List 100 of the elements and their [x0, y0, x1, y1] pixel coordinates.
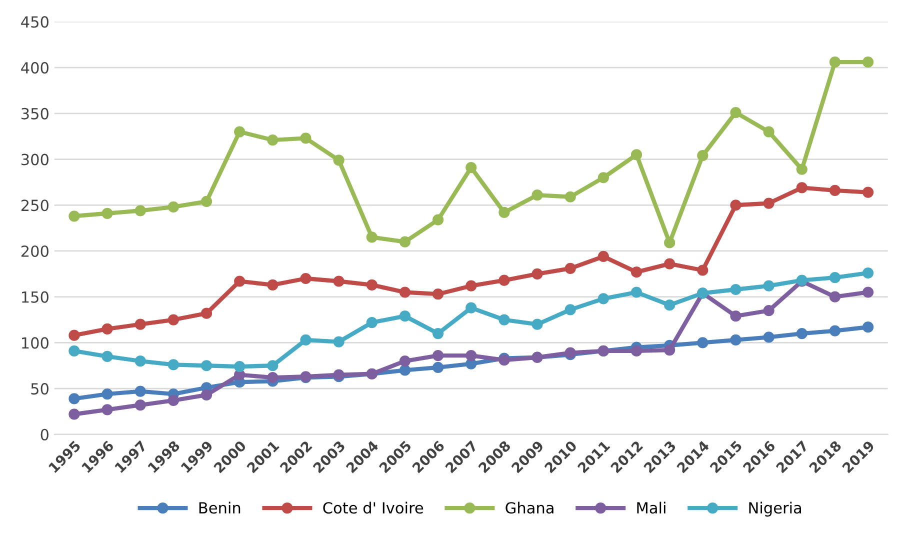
point — [829, 56, 841, 68]
point — [829, 291, 841, 302]
point — [697, 264, 708, 276]
point — [102, 350, 113, 362]
point — [399, 310, 411, 322]
point — [200, 389, 212, 401]
point — [267, 372, 278, 384]
point — [134, 386, 146, 397]
point — [68, 330, 80, 341]
point — [102, 323, 113, 334]
point — [102, 388, 113, 400]
point — [630, 149, 642, 160]
point — [630, 345, 642, 357]
point — [730, 106, 742, 118]
point — [168, 201, 179, 213]
point — [763, 126, 774, 138]
y-tick-label: 100 — [22, 337, 48, 349]
point — [466, 162, 477, 174]
point — [234, 126, 246, 138]
point — [200, 196, 212, 208]
point — [466, 350, 477, 362]
point — [333, 154, 344, 166]
legend-label: Ghana — [506, 502, 554, 514]
y-tick-label: 450 — [21, 16, 48, 28]
point — [598, 172, 609, 184]
legend-label: Mali — [637, 502, 666, 514]
point — [366, 316, 378, 328]
point — [598, 293, 609, 304]
point — [432, 328, 444, 340]
point — [664, 300, 676, 311]
point — [829, 325, 841, 336]
point — [697, 150, 708, 162]
legend-label: Nigeria — [749, 502, 802, 517]
point — [498, 206, 510, 218]
point — [68, 393, 80, 404]
point — [498, 274, 510, 286]
point — [598, 250, 609, 262]
point — [267, 134, 278, 146]
point — [664, 344, 676, 356]
point — [399, 236, 411, 248]
point — [630, 286, 642, 298]
y-tick-label: 350 — [22, 108, 48, 120]
point — [102, 404, 113, 416]
point — [134, 318, 146, 330]
point — [730, 334, 742, 346]
point — [333, 336, 344, 348]
point — [399, 286, 411, 298]
y-tick-label: 50 — [31, 383, 48, 395]
point — [763, 198, 774, 209]
point — [796, 328, 808, 340]
point — [234, 360, 246, 372]
point — [498, 314, 510, 326]
point — [564, 191, 576, 202]
point — [796, 182, 808, 194]
point — [796, 164, 808, 175]
point — [564, 304, 576, 316]
point — [664, 258, 676, 270]
point — [267, 279, 278, 290]
y-tick-label: 300 — [22, 154, 48, 166]
point — [399, 355, 411, 367]
point — [664, 237, 676, 248]
point — [763, 332, 774, 343]
point — [300, 334, 312, 346]
point — [333, 276, 344, 287]
point — [829, 272, 841, 284]
point — [862, 56, 874, 68]
point — [763, 280, 774, 292]
y-tick-label: 200 — [21, 245, 48, 258]
point — [432, 214, 444, 226]
point — [432, 288, 444, 300]
y-tick-label: 250 — [21, 200, 48, 212]
point — [763, 305, 774, 316]
point — [730, 310, 742, 322]
point — [102, 208, 113, 219]
point — [168, 394, 179, 406]
point — [134, 400, 146, 411]
point — [168, 359, 179, 370]
y-tick-label: 400 — [21, 62, 48, 74]
point — [466, 280, 477, 292]
point — [432, 362, 444, 374]
point — [366, 279, 378, 290]
point — [134, 205, 146, 216]
point — [532, 268, 543, 280]
legend-label: Benin — [199, 502, 240, 514]
point — [200, 360, 212, 372]
point — [300, 132, 312, 144]
point — [68, 345, 80, 357]
point — [862, 286, 874, 298]
legend-label: Cote d' Ivoire — [323, 502, 424, 514]
point — [234, 276, 246, 287]
point — [697, 337, 708, 348]
point — [532, 318, 543, 330]
point — [267, 360, 278, 372]
point — [730, 284, 742, 296]
point — [399, 364, 411, 376]
point — [68, 210, 80, 222]
point — [532, 189, 543, 201]
point — [168, 314, 179, 326]
point — [68, 408, 80, 420]
point — [134, 355, 146, 367]
